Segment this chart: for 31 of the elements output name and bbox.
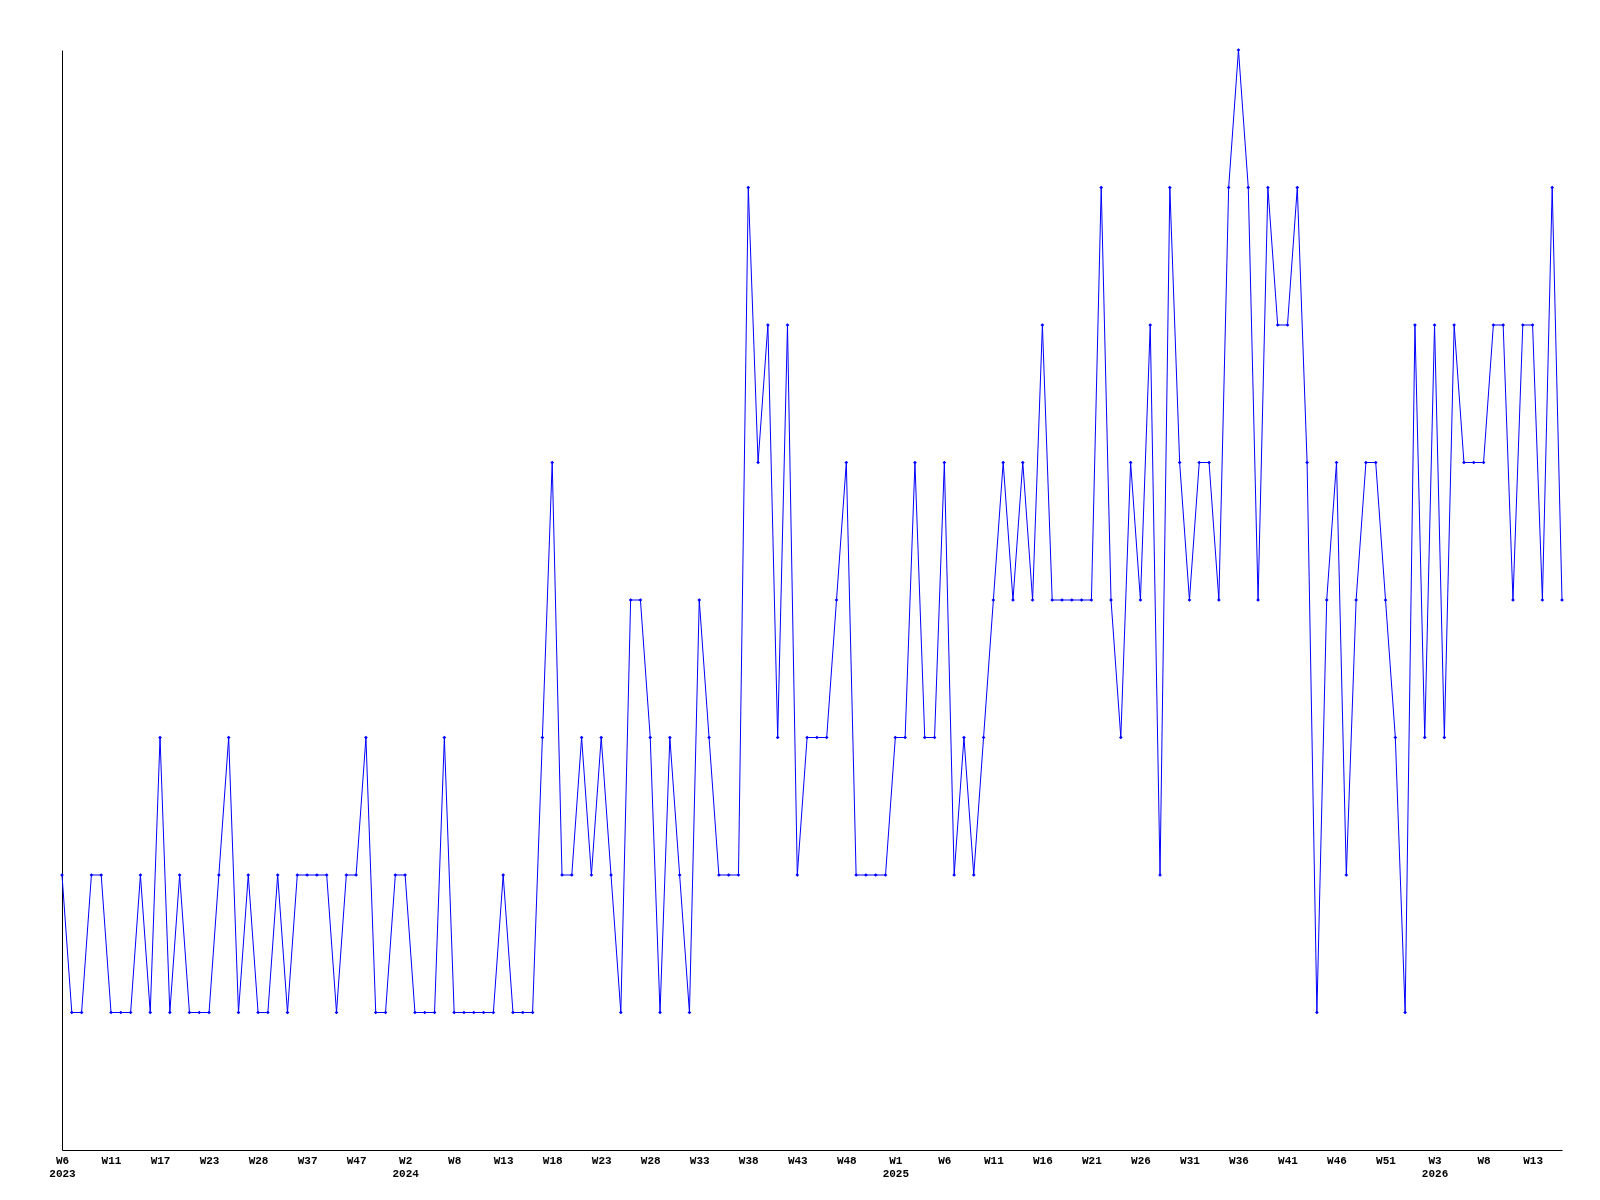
x-tick-label: W26 — [1131, 1154, 1151, 1167]
x-tick-label: W18 — [542, 1154, 563, 1167]
x-tick-label: W28 — [248, 1154, 269, 1167]
x-tick-label: W11 — [983, 1154, 1005, 1167]
x-tick-label: W13 — [1523, 1154, 1544, 1167]
x-tick-label: W21 — [1082, 1154, 1103, 1167]
x-tick-label: W38 — [738, 1154, 760, 1167]
x-tick-label: W28 — [640, 1154, 662, 1167]
x-tick-label: W23 — [591, 1154, 613, 1167]
x-tick-label: W41 — [1278, 1154, 1299, 1167]
x-tick-label: W16 — [1032, 1154, 1053, 1167]
x-tick-label: W2 2024 — [392, 1154, 420, 1180]
x-tick-label: W8 — [1477, 1154, 1492, 1167]
x-tick-label: W31 — [1180, 1154, 1201, 1167]
x-tick-label: W46 — [1327, 1154, 1347, 1167]
x-tick-label: W37 — [297, 1154, 318, 1167]
x-tick-label: W33 — [689, 1154, 711, 1167]
x-tick-label: W47 — [346, 1154, 367, 1167]
x-tick-label: W36 — [1229, 1154, 1249, 1167]
x-tick-label: W11 — [101, 1154, 122, 1167]
x-tick-label: W17 — [150, 1154, 171, 1167]
x-tick-label: W8 — [448, 1154, 462, 1167]
x-tick-label: W43 — [787, 1154, 809, 1167]
x-tick-label: W6 — [938, 1154, 952, 1167]
x-tick-label: W1 2025 — [882, 1154, 910, 1180]
x-tick-label: W13 — [493, 1154, 514, 1167]
x-tick-label: W6 2023 — [49, 1154, 77, 1180]
x-tick-label: W23 — [199, 1154, 220, 1167]
x-tick-label: W48 — [836, 1154, 858, 1167]
x-tick-label: W51 — [1376, 1154, 1397, 1167]
x-tick-label: W3 2026 — [1421, 1154, 1449, 1180]
